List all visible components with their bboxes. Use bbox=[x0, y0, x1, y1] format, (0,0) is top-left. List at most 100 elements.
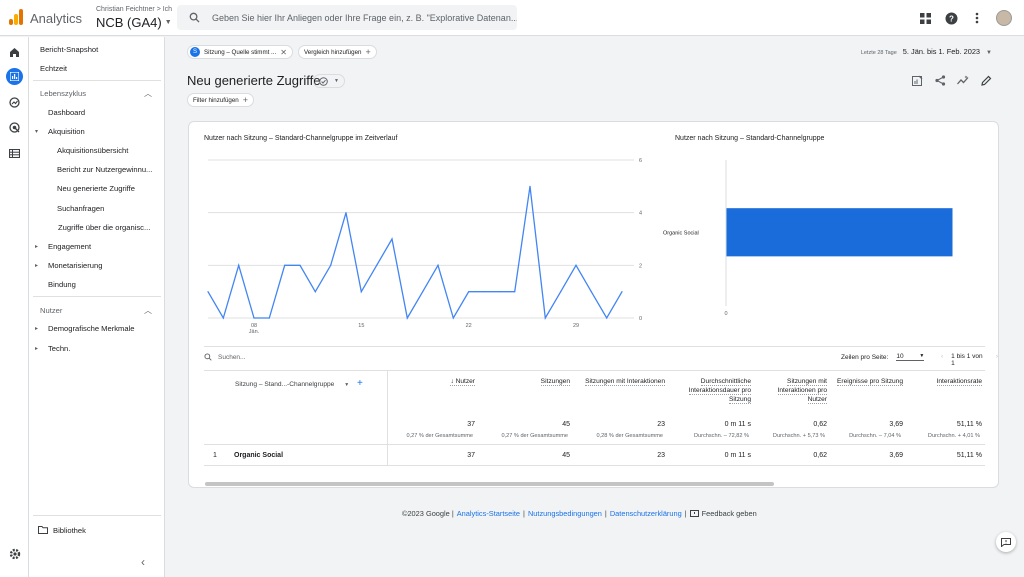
column-total-sub: Durchschn. – 7,04 % bbox=[849, 433, 901, 439]
column-total-sub: 0,28 % der Gesamtsumme bbox=[596, 433, 663, 439]
row-dimension[interactable]: Organic Social bbox=[234, 452, 284, 459]
bar-category-label: Organic Social bbox=[663, 230, 699, 236]
table-cell: 45 bbox=[562, 452, 570, 459]
dimension-header[interactable]: Sitzung – Stand...-Channelgruppe ▼ + bbox=[235, 378, 363, 389]
table-search[interactable]: Suchen... bbox=[204, 353, 245, 361]
rows-per-page: Zeilen pro Seite: 10 ▼ bbox=[841, 353, 925, 361]
add-filter-button[interactable]: Filter hinzufügen + bbox=[187, 93, 255, 107]
add-dimension-icon[interactable]: + bbox=[356, 378, 363, 389]
link-analytics-home[interactable]: Analytics-Startseite bbox=[456, 509, 521, 518]
nav-demographics[interactable]: Demografische Merkmale bbox=[48, 324, 135, 333]
account-breadcrumb[interactable]: Christian Feichtner > Ich bbox=[96, 6, 173, 13]
analytics-logo[interactable] bbox=[9, 9, 23, 25]
admin-gear-icon[interactable] bbox=[6, 545, 23, 562]
nav-user-acquisition[interactable]: Bericht zur Nutzergewinnu... bbox=[57, 165, 153, 174]
nav-library[interactable]: Bibliothek bbox=[53, 526, 86, 535]
more-vert-icon[interactable] bbox=[970, 11, 984, 25]
nav-monetization[interactable]: Monetarisierung bbox=[48, 261, 103, 270]
avatar[interactable] bbox=[996, 10, 1012, 26]
nav-tech[interactable]: Techn. bbox=[48, 344, 71, 353]
configure-icon[interactable] bbox=[6, 145, 23, 162]
data-point bbox=[299, 264, 301, 266]
comparison-chip-label: Sitzung – Quelle stimmt ... bbox=[204, 48, 277, 56]
column-header[interactable]: Ereignisse pro Sitzung bbox=[833, 377, 903, 386]
column-header[interactable]: Sitzungen mit Interaktionen bbox=[585, 377, 665, 386]
insights-icon[interactable] bbox=[957, 74, 969, 86]
data-point bbox=[590, 291, 592, 293]
nav-report-snapshot[interactable]: Bericht-Snapshot bbox=[40, 45, 99, 54]
caret-down-icon: ▼ bbox=[986, 50, 992, 56]
feedback-icon bbox=[689, 509, 699, 517]
report-status-badge[interactable]: ▼ bbox=[313, 74, 345, 88]
date-range-picker[interactable]: Letzte 28 Tage 5. Jän. bis 1. Feb. 2023 … bbox=[861, 47, 992, 56]
collapse-sidebar-icon[interactable]: ‹ bbox=[141, 555, 145, 569]
plus-icon: + bbox=[242, 95, 249, 105]
nav-dashboard[interactable]: Dashboard bbox=[48, 108, 86, 117]
expanded-triangle-icon: ▾ bbox=[35, 129, 39, 135]
feedback-button[interactable] bbox=[996, 532, 1016, 552]
data-point bbox=[575, 264, 577, 266]
chevron-up-icon[interactable]: ︿ bbox=[144, 89, 152, 98]
help-icon[interactable]: ? bbox=[944, 11, 958, 25]
edit-pencil-icon[interactable] bbox=[980, 74, 992, 86]
advertising-icon[interactable] bbox=[6, 119, 23, 136]
nav-traffic-acquisition[interactable]: Neu generierte Zugriffe bbox=[57, 184, 135, 193]
explore-icon[interactable] bbox=[6, 94, 23, 111]
data-point bbox=[253, 317, 255, 319]
divider bbox=[204, 346, 985, 347]
nav-section-users[interactable]: Nutzer bbox=[40, 306, 63, 315]
comparison-chip[interactable]: S Sitzung – Quelle stimmt ... ✕ bbox=[187, 45, 293, 59]
row-index: 1 bbox=[213, 452, 217, 459]
add-comparison-label: Vergleich hinzufügen bbox=[304, 48, 362, 56]
property-selector[interactable]: NCB (GA4) ▼ bbox=[96, 15, 172, 30]
nav-retention[interactable]: Bindung bbox=[48, 280, 76, 289]
reports-icon[interactable] bbox=[6, 68, 23, 85]
close-icon[interactable]: ✕ bbox=[280, 47, 287, 57]
nav-search-queries[interactable]: Suchanfragen bbox=[57, 204, 105, 213]
search-bar[interactable]: Geben Sie hier Ihr Anliegen oder Ihre Fr… bbox=[177, 5, 517, 30]
nav-acquisition-overview[interactable]: Akquisitionsübersicht bbox=[57, 146, 129, 155]
data-point bbox=[621, 291, 623, 293]
customize-report-icon[interactable] bbox=[911, 74, 923, 86]
data-point bbox=[238, 264, 240, 266]
column-header[interactable]: Durchschnittliche Interaktionsdauer pro … bbox=[671, 377, 751, 404]
feedback-link[interactable]: Feedback geben bbox=[701, 509, 757, 518]
divider bbox=[204, 444, 985, 445]
bar-chart[interactable]: Organic Social 0 bbox=[659, 122, 999, 344]
pagination-prev-icon[interactable]: ‹ bbox=[941, 353, 944, 360]
home-icon[interactable] bbox=[6, 44, 23, 61]
link-privacy[interactable]: Datenschutzerklärung bbox=[609, 509, 682, 518]
divider bbox=[204, 370, 985, 371]
data-point bbox=[422, 291, 424, 293]
nav-section-lifecycle[interactable]: Lebenszyklus bbox=[40, 89, 87, 98]
chevron-up-icon[interactable]: ︿ bbox=[144, 306, 152, 315]
nav-realtime[interactable]: Echtzeit bbox=[40, 64, 68, 73]
column-total-sub: Durchschn. + 5,73 % bbox=[772, 433, 825, 439]
pagination-next-icon[interactable]: › bbox=[995, 353, 998, 360]
collapsed-triangle-icon: ▸ bbox=[35, 263, 39, 269]
column-total: 3,69 bbox=[889, 421, 903, 428]
horizontal-scrollbar[interactable] bbox=[205, 482, 774, 486]
table-cell: 23 bbox=[657, 452, 665, 459]
footer: ©2023 Google | Analytics-Startseite | Nut… bbox=[402, 509, 757, 518]
column-header[interactable]: Interaktionsrate bbox=[912, 377, 982, 386]
nav-engagement[interactable]: Engagement bbox=[48, 242, 92, 251]
x-tick-sublabel: Jän. bbox=[249, 329, 260, 335]
column-total-sub: Durchschn. – 72,82 % bbox=[693, 433, 749, 439]
copyright: ©2023 Google | bbox=[402, 509, 454, 518]
add-comparison-button[interactable]: Vergleich hinzufügen + bbox=[298, 45, 377, 59]
column-header[interactable]: ↓ Nutzer bbox=[405, 377, 475, 386]
link-terms[interactable]: Nutzungsbedingungen bbox=[527, 509, 602, 518]
table-cell: 51,11 % bbox=[956, 452, 982, 459]
nav-acquisition[interactable]: Akquisition bbox=[48, 127, 85, 136]
share-icon[interactable] bbox=[934, 74, 946, 86]
rows-per-page-select[interactable]: 10 ▼ bbox=[896, 353, 925, 361]
apps-grid-icon[interactable] bbox=[918, 11, 932, 25]
column-header[interactable]: Sitzungen mit Interaktionen pro Nutzer bbox=[757, 377, 827, 404]
column-header[interactable]: Sitzungen bbox=[500, 377, 570, 386]
folder-icon bbox=[38, 526, 48, 534]
nav-organic-traffic[interactable]: Zugriffe über die organisc... bbox=[58, 223, 151, 232]
search-icon bbox=[189, 12, 200, 23]
column-total: 45 bbox=[562, 421, 570, 428]
